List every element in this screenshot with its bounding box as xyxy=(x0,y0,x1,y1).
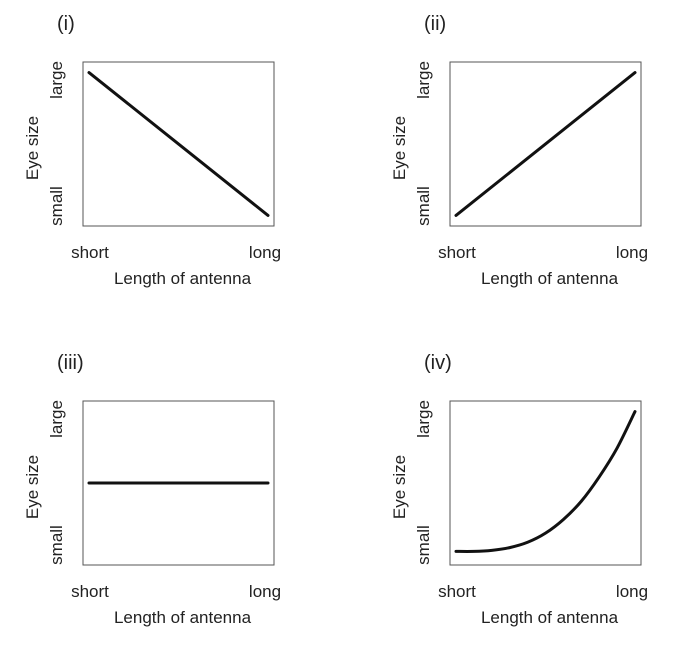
panel-label: (i) xyxy=(57,13,75,35)
y-axis-label: Eye size xyxy=(23,116,42,180)
y-tick-label: small xyxy=(414,525,433,565)
x-tick-label: long xyxy=(249,582,281,601)
x-axis-label: Length of antenna xyxy=(114,608,252,627)
data-line xyxy=(454,71,637,217)
panel-label: (iv) xyxy=(424,352,452,374)
panel-label: (iii) xyxy=(57,352,84,374)
y-tick-label: small xyxy=(414,186,433,226)
x-axis-label: Length of antenna xyxy=(481,608,619,627)
y-tick-label: small xyxy=(47,525,66,565)
y-tick-label: large xyxy=(47,400,66,438)
x-tick-label: long xyxy=(616,582,648,601)
y-tick-label: large xyxy=(414,61,433,99)
y-axis-label: Eye size xyxy=(23,455,42,519)
chart-panel-2: (ii) short long Length of antenna small large… xyxy=(390,13,648,288)
chart-panel-3: (iii) short long Length of antenna small larg… xyxy=(23,352,281,627)
x-tick-label: long xyxy=(249,243,281,262)
chart-panel-1: (i) short long Length of antenna small large E… xyxy=(23,13,281,288)
x-tick-label: short xyxy=(71,582,109,601)
y-tick-label: small xyxy=(47,186,66,226)
x-tick-label: long xyxy=(616,243,648,262)
x-axis-label: Length of antenna xyxy=(481,269,619,288)
plot-frame xyxy=(82,61,275,227)
y-axis-label: Eye size xyxy=(390,455,409,519)
x-tick-label: short xyxy=(71,243,109,262)
y-tick-label: large xyxy=(414,400,433,438)
chart-panel-4: (iv) short long Length of antenna small large… xyxy=(390,352,648,627)
y-tick-label: large xyxy=(47,61,66,99)
panel-label: (ii) xyxy=(424,13,446,35)
x-tick-label: short xyxy=(438,243,476,262)
x-axis-label: Length of antenna xyxy=(114,269,252,288)
plot-frame xyxy=(449,61,642,227)
x-tick-label: short xyxy=(438,582,476,601)
data-line xyxy=(454,410,637,553)
data-line xyxy=(87,71,270,217)
plot-frame xyxy=(82,400,275,566)
y-axis-label: Eye size xyxy=(390,116,409,180)
plot-frame xyxy=(449,400,642,566)
